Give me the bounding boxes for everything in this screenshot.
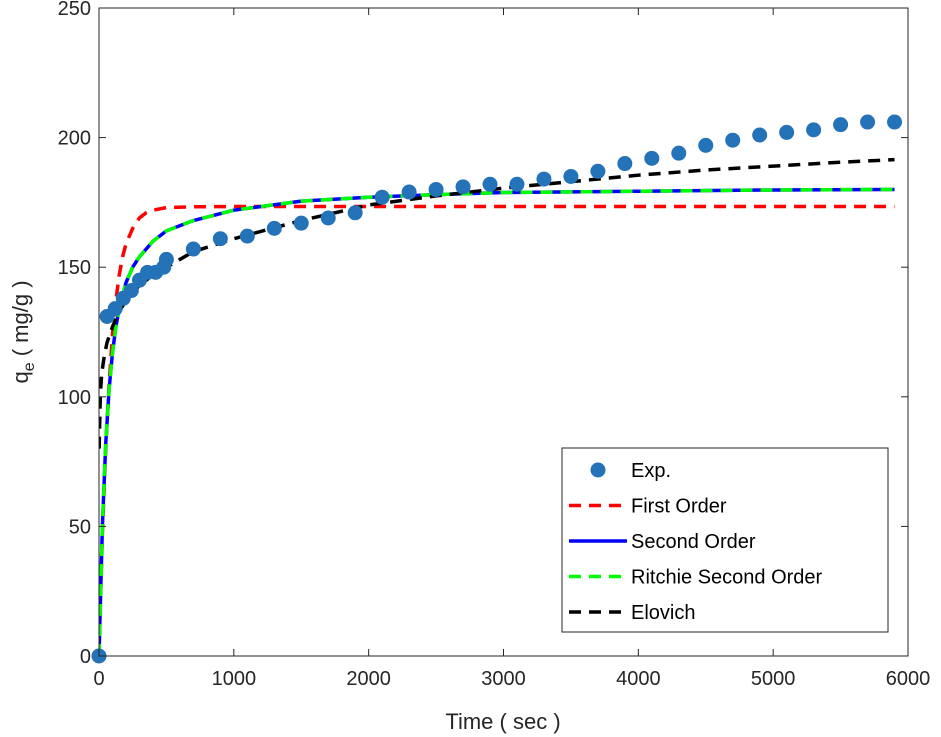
exp-data-point	[698, 137, 714, 153]
y-tick-label: 250	[58, 0, 91, 20]
exp-data-point	[293, 215, 309, 231]
exp-data-point	[806, 122, 822, 138]
exp-data-point	[266, 220, 282, 236]
x-axis-title: Time ( sec )	[445, 709, 560, 734]
legend-label-elovich: Elovich	[631, 602, 695, 624]
elovich-line	[99, 157, 895, 449]
exp-data-point	[158, 251, 174, 267]
y-axis-title-main: q	[8, 371, 33, 383]
legend-label-second-order: Second Order	[631, 531, 756, 553]
exp-data-point	[428, 181, 444, 197]
exp-data-point	[212, 231, 228, 247]
legend-label-first-order: First Order	[631, 496, 727, 518]
exp-data-point	[779, 124, 795, 140]
exp-data-point	[752, 127, 768, 143]
exp-data-point	[887, 114, 903, 130]
exp-data-point	[401, 184, 417, 200]
exp-data-point	[671, 145, 687, 161]
x-tick-label: 2000	[346, 668, 391, 690]
y-tick-label: 200	[58, 128, 91, 150]
exp-data-point	[320, 210, 336, 226]
exp-data-point	[536, 171, 552, 187]
x-tick-label: 5000	[751, 668, 796, 690]
exp-data-point	[617, 156, 633, 172]
legend: Exp. First Order Second Order Ritchie Secon…	[561, 447, 889, 633]
exp-data-point	[725, 132, 741, 148]
exp-data-point	[107, 301, 123, 317]
y-axis-ticks: 0 50 100 150 200 250	[58, 0, 908, 668]
y-axis-title-subscript: e	[21, 362, 38, 371]
exp-data-point	[123, 283, 139, 299]
exp-data-point	[644, 150, 660, 166]
x-tick-label: 0	[93, 668, 104, 690]
x-tick-label: 6000	[886, 668, 931, 690]
y-tick-label: 150	[58, 257, 91, 279]
exp-data-point	[374, 189, 390, 205]
exp-data-point	[509, 176, 525, 192]
exp-data-point	[590, 163, 606, 179]
series-layer	[99, 157, 895, 656]
legend-marker-exp	[590, 462, 606, 478]
y-tick-label: 0	[80, 646, 91, 668]
y-tick-label: 100	[58, 387, 91, 409]
exp-data-point	[347, 205, 363, 221]
legend-items: Exp. First Order Second Order Ritchie Secon…	[569, 460, 823, 624]
legend-label-exp: Exp.	[631, 460, 671, 482]
exp-data-point	[482, 176, 498, 192]
exp-data-point	[239, 228, 255, 244]
exp-data-point	[563, 168, 579, 184]
y-tick-label: 50	[69, 516, 91, 538]
marker-layer	[91, 114, 903, 664]
y-axis-title-units: ( mg/g )	[8, 280, 33, 362]
ritchie-second-order-line	[99, 187, 895, 656]
exp-data-point	[185, 241, 201, 257]
x-tick-label: 3000	[481, 668, 526, 690]
y-axis-title: qe ( mg/g )	[8, 280, 38, 383]
x-tick-label: 1000	[212, 668, 257, 690]
exp-data-point	[455, 179, 471, 195]
exp-data-point	[833, 117, 849, 133]
x-axis-ticks: 0 1000 2000 3000 4000 5000 6000	[93, 8, 930, 690]
legend-label-ritchie-second-order: Ritchie Second Order	[631, 567, 823, 589]
exp-data-point	[860, 114, 876, 130]
x-tick-label: 4000	[616, 668, 661, 690]
